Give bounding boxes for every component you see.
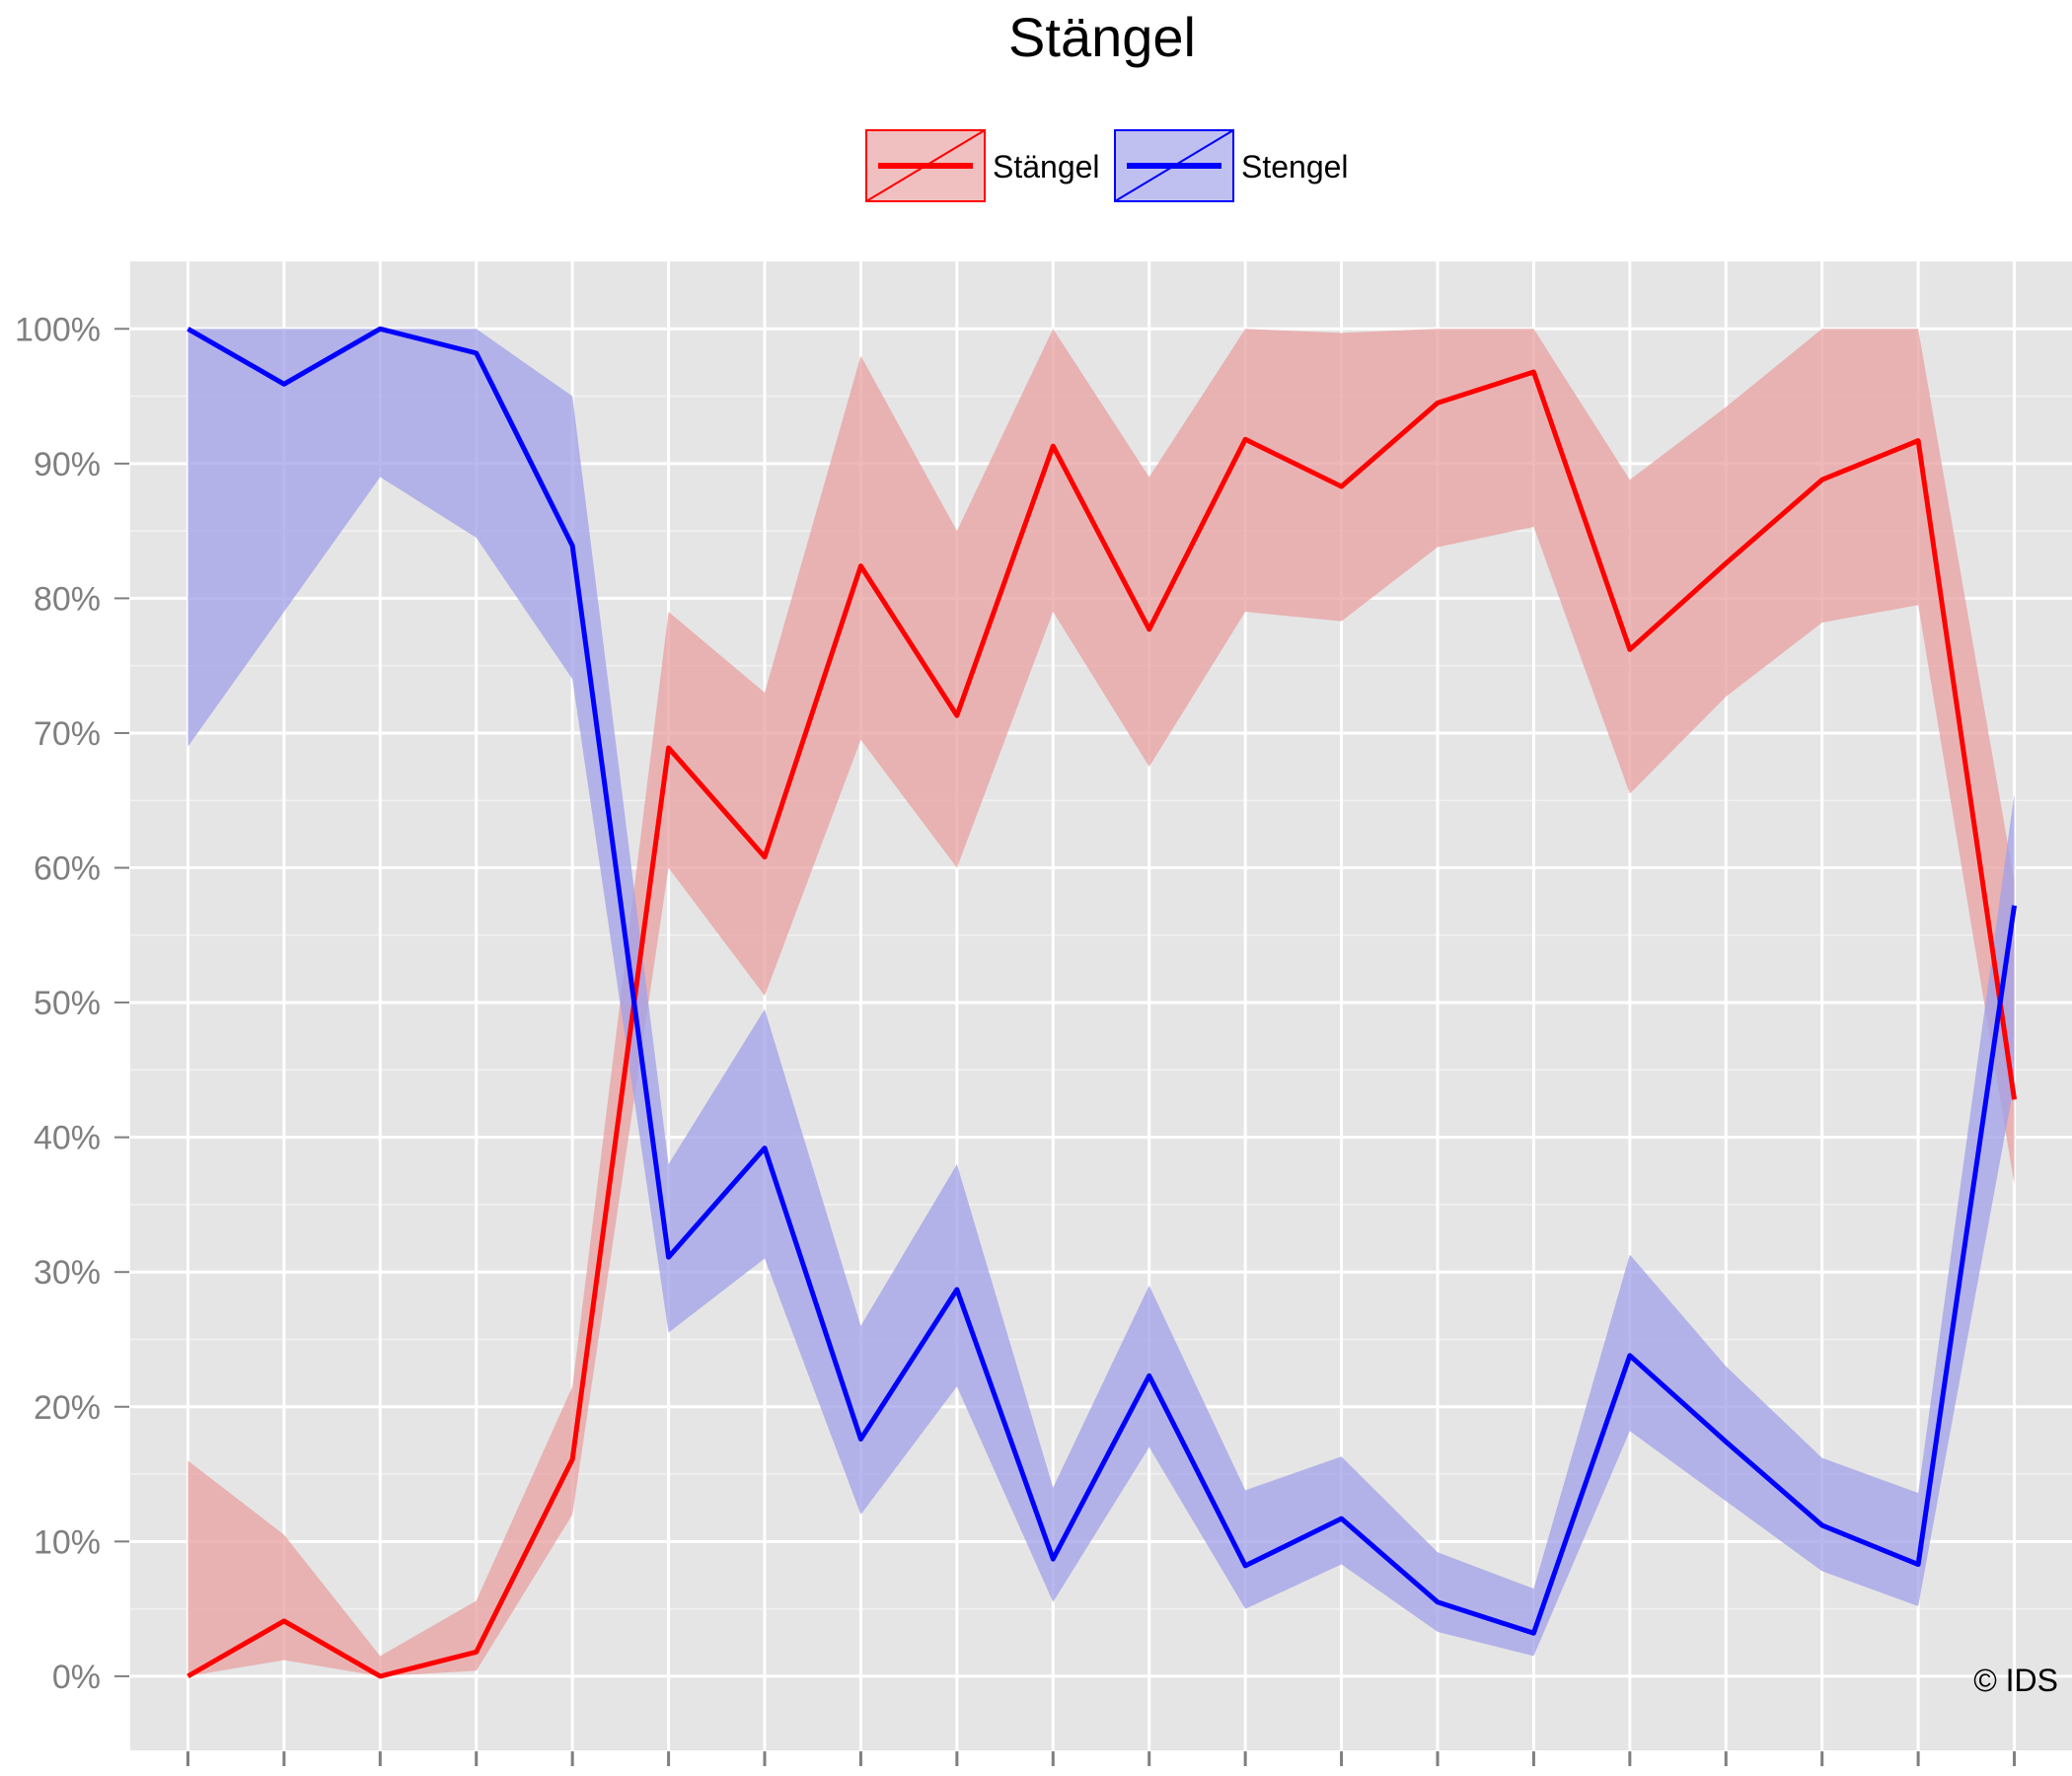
y-tick-label: 0% — [52, 1659, 101, 1696]
y-tick-label: 70% — [34, 715, 101, 753]
x-axis — [185, 1751, 2017, 1766]
series-line-stengel — [186, 326, 2018, 1636]
legend-item-stengel[interactable]: Stengel — [1114, 129, 1349, 202]
confidence-band-stngel — [187, 329, 2015, 1676]
y-tick-label: 20% — [34, 1389, 101, 1427]
y-tick-label: 100% — [15, 311, 101, 348]
series-line-stngel — [186, 369, 2018, 1679]
y-tick-label: 60% — [34, 851, 101, 888]
y-tick-label: 10% — [34, 1523, 101, 1561]
confidence-bands — [187, 329, 2015, 1676]
legend-label-stangel: Stängel — [993, 149, 1100, 185]
legend: Stängel Stengel — [865, 129, 1349, 202]
y-tick-label: 80% — [34, 580, 101, 618]
confidence-band-stengel — [187, 329, 2015, 1657]
y-tick-label: 30% — [34, 1254, 101, 1292]
y-tick-label: 90% — [34, 446, 101, 483]
legend-item-stangel[interactable]: Stängel — [865, 129, 1100, 202]
copyright-text: © IDS — [1973, 1663, 2058, 1698]
y-axis: 0% 10% 20% 30% 40% 50% 60% 70% 80% 90% 100% — [15, 311, 129, 1696]
y-tick-label: 40% — [34, 1120, 101, 1157]
series-lines — [186, 326, 2018, 1679]
chart-title: Stängel — [1008, 6, 1196, 68]
y-tick-label: 50% — [34, 985, 101, 1022]
legend-label-stengel: Stengel — [1241, 149, 1349, 185]
